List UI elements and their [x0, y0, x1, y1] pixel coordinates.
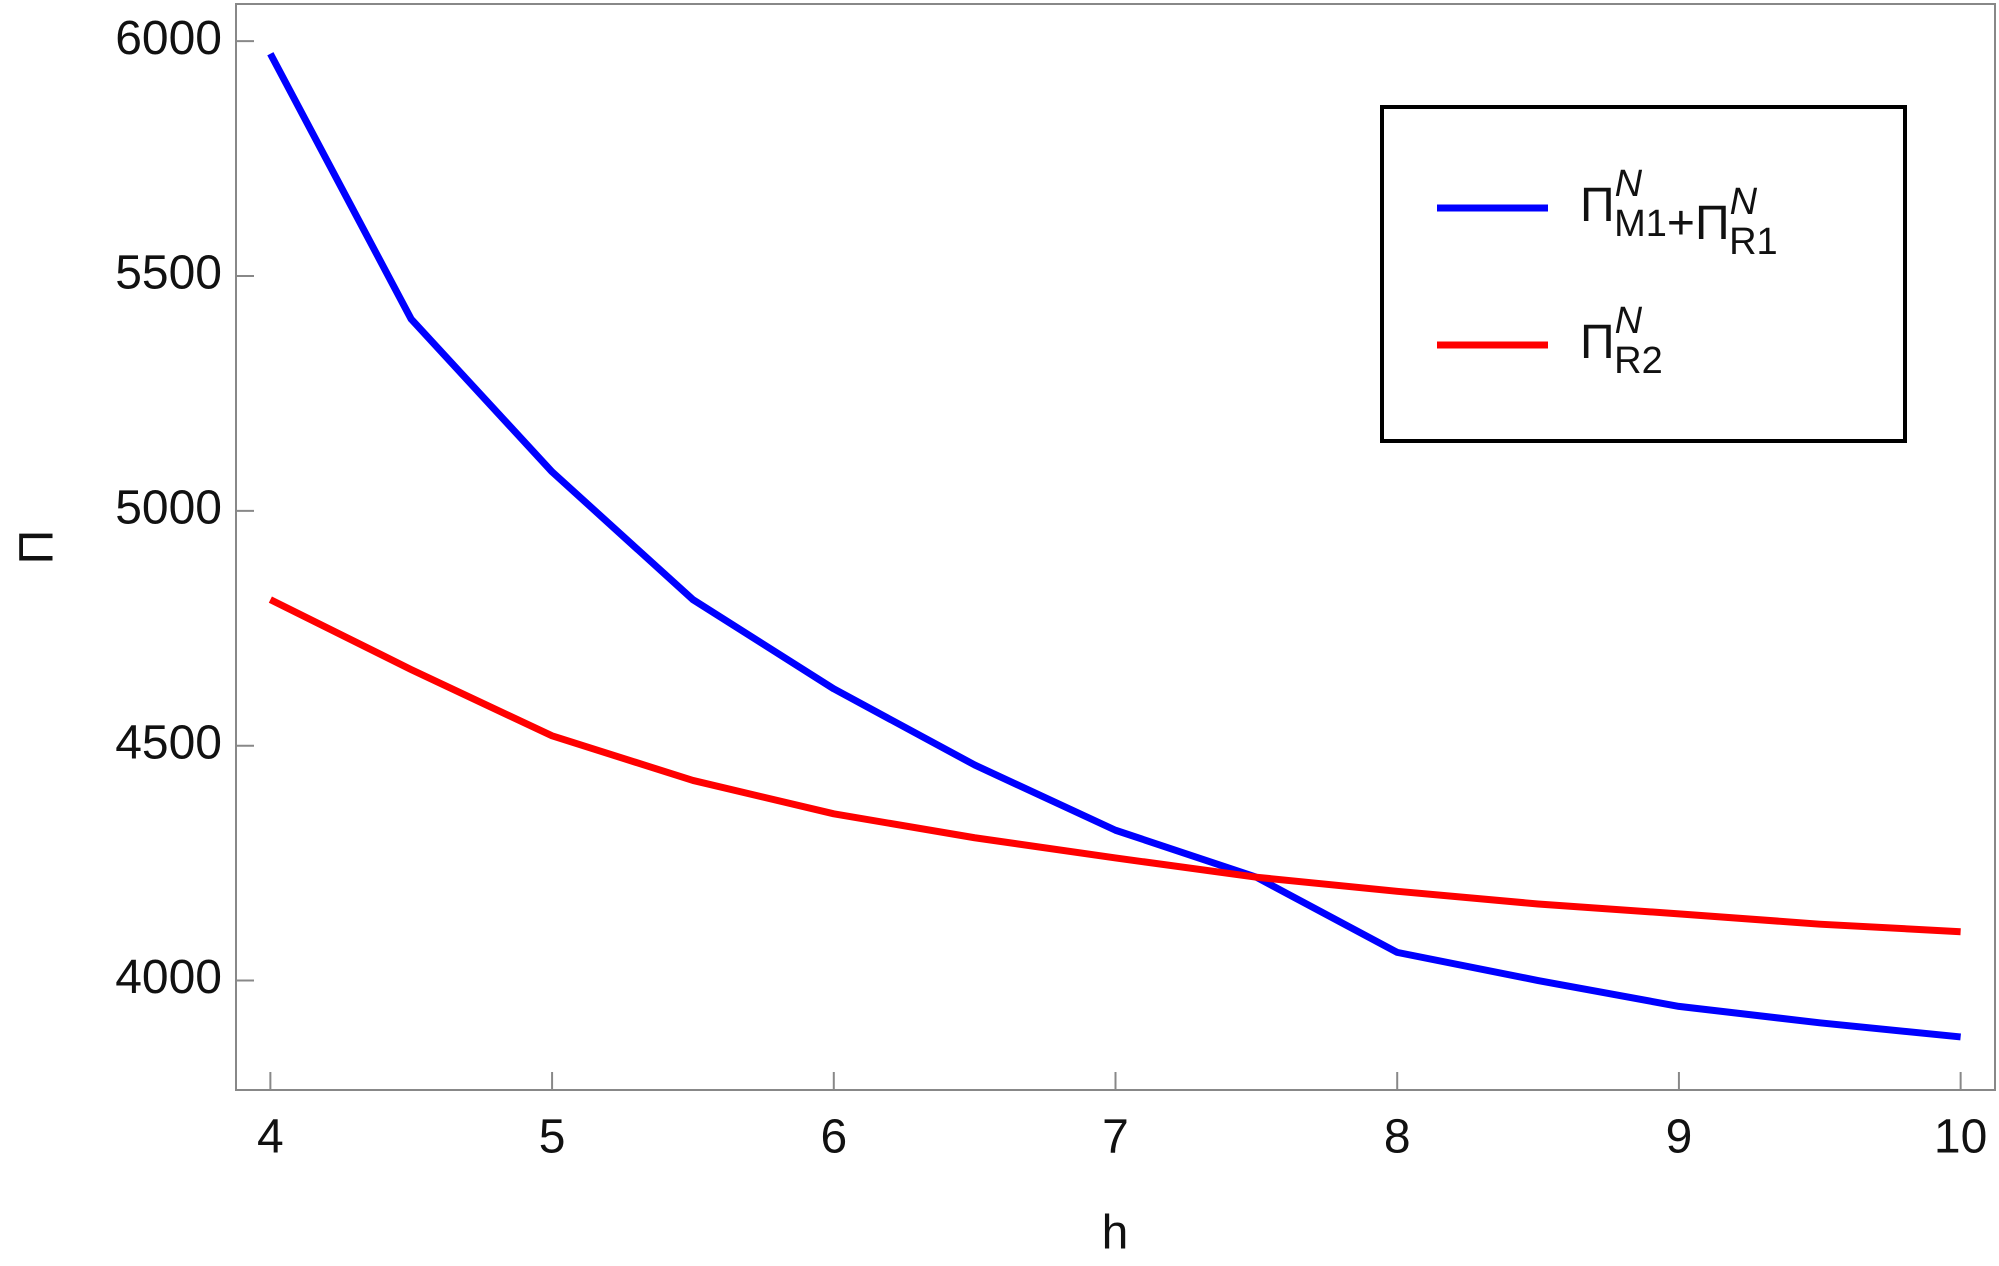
x-tick-label: 10	[1934, 1111, 1987, 1164]
x-tick-label: 7	[1102, 1111, 1129, 1164]
series-line	[268, 596, 1961, 936]
y-tick-label: 5000	[115, 482, 222, 535]
x-axis-label: h	[1102, 1207, 1129, 1260]
x-tick-label: 6	[820, 1111, 847, 1164]
legend-label: ΠN R2	[1580, 300, 1663, 382]
x-tick-label: 4	[257, 1111, 284, 1164]
x-tick-label: 9	[1666, 1111, 1693, 1164]
legend-box	[1380, 105, 1907, 443]
y-tick-label: 5500	[115, 247, 222, 300]
legend-label: ΠN M1+ΠN R1	[1580, 163, 1778, 263]
y-axis-label: Π	[11, 530, 64, 565]
y-tick-label: 4000	[115, 951, 222, 1004]
series-line	[267, 52, 1961, 1041]
x-tick-label: 8	[1384, 1111, 1411, 1164]
y-tick-label: 4500	[115, 716, 222, 769]
x-tick-label: 5	[539, 1111, 566, 1164]
y-tick-label: 6000	[115, 12, 222, 65]
